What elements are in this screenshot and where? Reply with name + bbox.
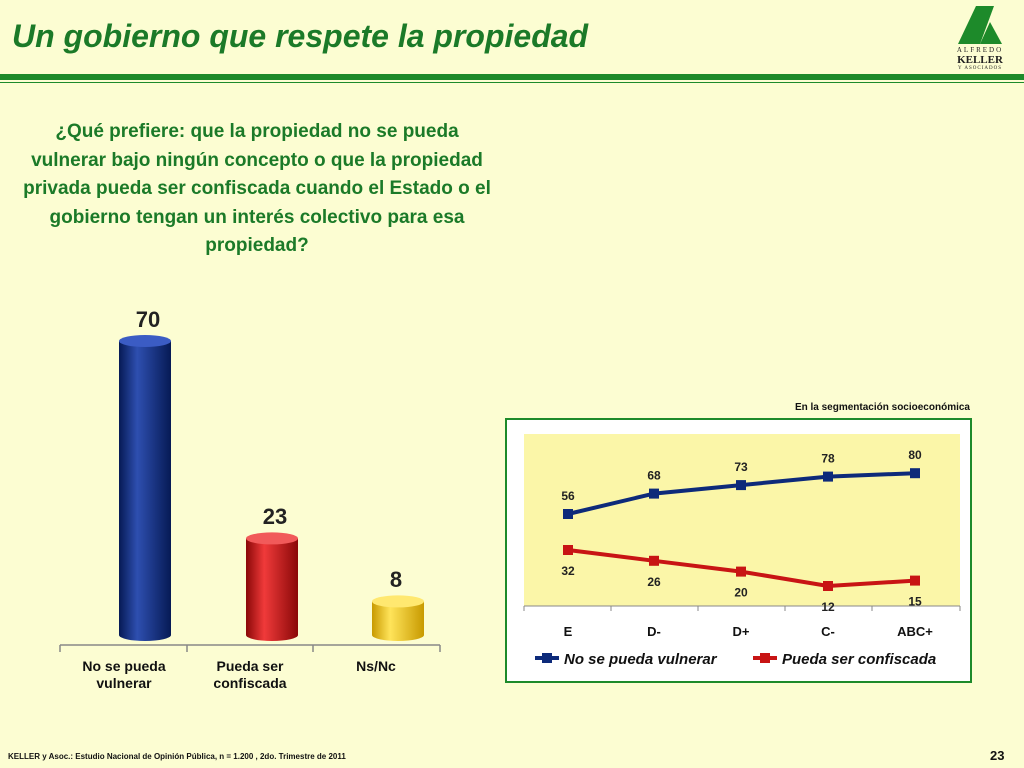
data-point [649, 488, 659, 499]
data-point [823, 581, 833, 591]
bar-value-label: 70 [135, 307, 161, 332]
logo-line-2: KELLER [957, 54, 1003, 66]
data-label: 73 [734, 460, 748, 474]
x-tick-label: E [564, 624, 573, 639]
bar-3 [372, 595, 424, 641]
x-tick-label: C- [821, 624, 835, 639]
series-2: 32 26 20 12 15 [561, 545, 922, 614]
bar-value-label: 23 [262, 504, 288, 530]
data-point [563, 509, 573, 519]
source-footer: KELLER y Asoc.: Estudio Nacional de Opin… [8, 752, 346, 761]
keller-logo: ALFREDO KELLER Y ASOCIADOS [950, 4, 1010, 74]
x-tick-label: D+ [733, 624, 750, 639]
legend-label: Pueda ser confiscada [782, 651, 936, 668]
logo-line-3: Y ASOCIADOS [957, 66, 1002, 71]
bar-1 [119, 335, 171, 641]
logo-line-1: ALFREDO [956, 46, 1004, 54]
survey-question: ¿Qué prefiere: que la propiedad no se pu… [23, 121, 491, 256]
bar-category-label: Pueda ser confiscada [213, 658, 287, 691]
data-label: 80 [908, 448, 922, 462]
data-label: 15 [908, 595, 922, 609]
data-point [910, 575, 920, 586]
bar-2 [246, 532, 298, 641]
data-label: 78 [821, 452, 835, 466]
data-label: 12 [821, 600, 835, 614]
data-point [736, 566, 746, 577]
header-rule [0, 74, 1024, 80]
bar-category-label: No se pueda vulnerar [82, 658, 166, 691]
data-label: 32 [561, 564, 575, 578]
data-label: 20 [734, 586, 748, 600]
bar-value-label: 8 [389, 567, 403, 593]
data-point [910, 468, 920, 479]
x-tick-label: D- [647, 624, 661, 639]
legend-entry: Pueda ser confiscada [753, 651, 936, 668]
segment-note: En la segmentación socioeconómica [794, 402, 970, 413]
line-chart-frame: E D- D+ C- ABC+ 56 68 73 78 80 32 26 20 12 15 No se p… [505, 418, 972, 683]
bar-category-label: Ns/Nc [356, 658, 396, 674]
series-1: 56 68 73 78 80 [561, 448, 922, 519]
line-chart: E D- D+ C- ABC+ 56 68 73 78 80 32 26 20 12 15 No se p… [523, 434, 961, 668]
header-rule-thin [0, 82, 1024, 83]
legend-marker-icon [542, 653, 552, 663]
page-title: Un gobierno que respete la propiedad [12, 18, 589, 54]
legend-label: No se pueda vulnerar [564, 651, 718, 668]
data-label: 68 [647, 469, 661, 483]
data-point [823, 471, 833, 482]
data-point [736, 480, 746, 491]
data-point [563, 545, 573, 555]
x-tick-label: ABC+ [897, 624, 933, 639]
plot-area [524, 434, 960, 606]
legend-entry: No se pueda vulnerar [535, 651, 718, 668]
data-point [649, 555, 659, 566]
logo-mark-icon [958, 6, 1002, 44]
bar-chart [59, 335, 441, 652]
legend-marker-icon [760, 653, 770, 663]
data-label: 26 [647, 575, 661, 589]
page-number: 23 [990, 748, 1005, 763]
data-label: 56 [561, 489, 575, 503]
